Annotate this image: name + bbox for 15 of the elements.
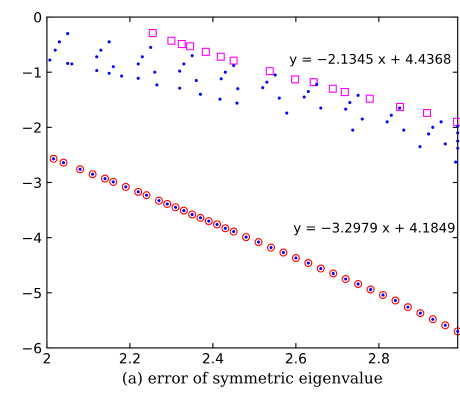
y-tick-label: −5 (23, 288, 41, 298)
x-tick-label: 2.8 (368, 353, 389, 364)
y-tick-label: −2 (23, 122, 41, 133)
x-tick-label: 2.4 (202, 353, 224, 364)
x-tick-label: 2.2 (120, 353, 140, 364)
x-tick-label: 2.6 (286, 353, 306, 364)
y-tick-label: −3 (23, 177, 41, 188)
y-tick-label: −1 (23, 67, 41, 78)
y-tick-label: −6 (23, 342, 42, 354)
annotation: y = −3.2979 x + 4.1849 (294, 222, 455, 236)
x-axis-title: (a) error of symmetric eigenvalue (123, 372, 382, 387)
y-tick-label: −4 (23, 232, 42, 243)
y-tick-label: 0 (34, 12, 42, 23)
x-tick-label: 2 (44, 353, 50, 364)
annotation: y = −2.1345 x + 4.4368 (290, 54, 450, 66)
